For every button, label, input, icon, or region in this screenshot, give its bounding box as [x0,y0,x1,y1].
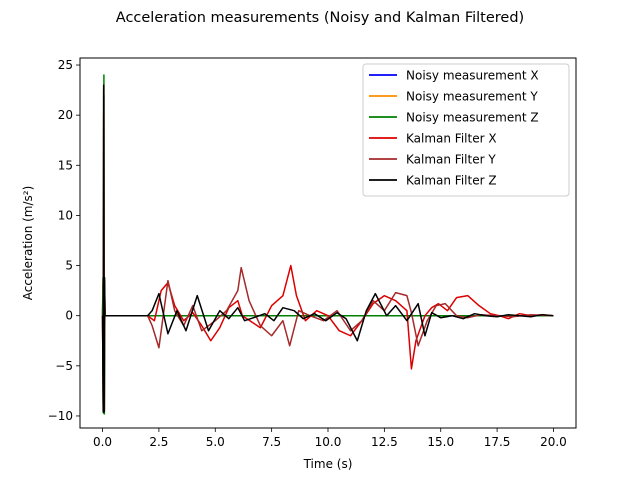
x-tick-label: 7.5 [262,435,281,449]
legend-label: Kalman Filter Z [406,174,497,188]
legend-label: Noisy measurement Z [406,111,539,125]
y-axis: −10 −5 0 5 10 15 20 25 [48,58,80,423]
x-tick-label: 20.0 [540,435,567,449]
legend: Noisy measurement X Noisy measurement Y No… [362,63,570,197]
y-tick-label: −10 [48,409,73,423]
y-tick-label: 20 [58,108,73,122]
y-axis-label: Acceleration (m/s²) [21,186,35,301]
x-tick-label: 12.5 [371,435,398,449]
x-tick-label: 10.0 [315,435,342,449]
y-tick-label: −5 [55,359,73,373]
legend-label: Noisy measurement X [406,69,539,83]
legend-label: Noisy measurement Y [406,90,538,104]
y-tick-label: 10 [58,208,73,222]
x-tick-label: 15.0 [427,435,454,449]
legend-label: Kalman Filter X [406,132,497,146]
legend-box [362,63,570,197]
y-tick-label: 5 [65,259,73,273]
series-line-6 [101,84,554,413]
plot-series-group [101,74,554,415]
x-tick-label: 17.5 [484,435,511,449]
x-tick-label: 5.0 [206,435,225,449]
x-tick-label: 0.0 [93,435,112,449]
series-line-4 [101,114,554,407]
y-tick-label: 0 [65,309,73,323]
chart-title: Acceleration measurements (Noisy and Kal… [116,10,524,26]
x-tick-label: 2.5 [149,435,168,449]
y-tick-label: 15 [58,158,73,172]
x-axis-label: Time (s) [303,457,353,471]
y-tick-label: 25 [58,58,73,72]
x-axis: 0.0 2.5 5.0 7.5 10.0 12.5 15.0 17.5 20.0 [93,428,567,449]
legend-label: Kalman Filter Y [406,153,496,167]
